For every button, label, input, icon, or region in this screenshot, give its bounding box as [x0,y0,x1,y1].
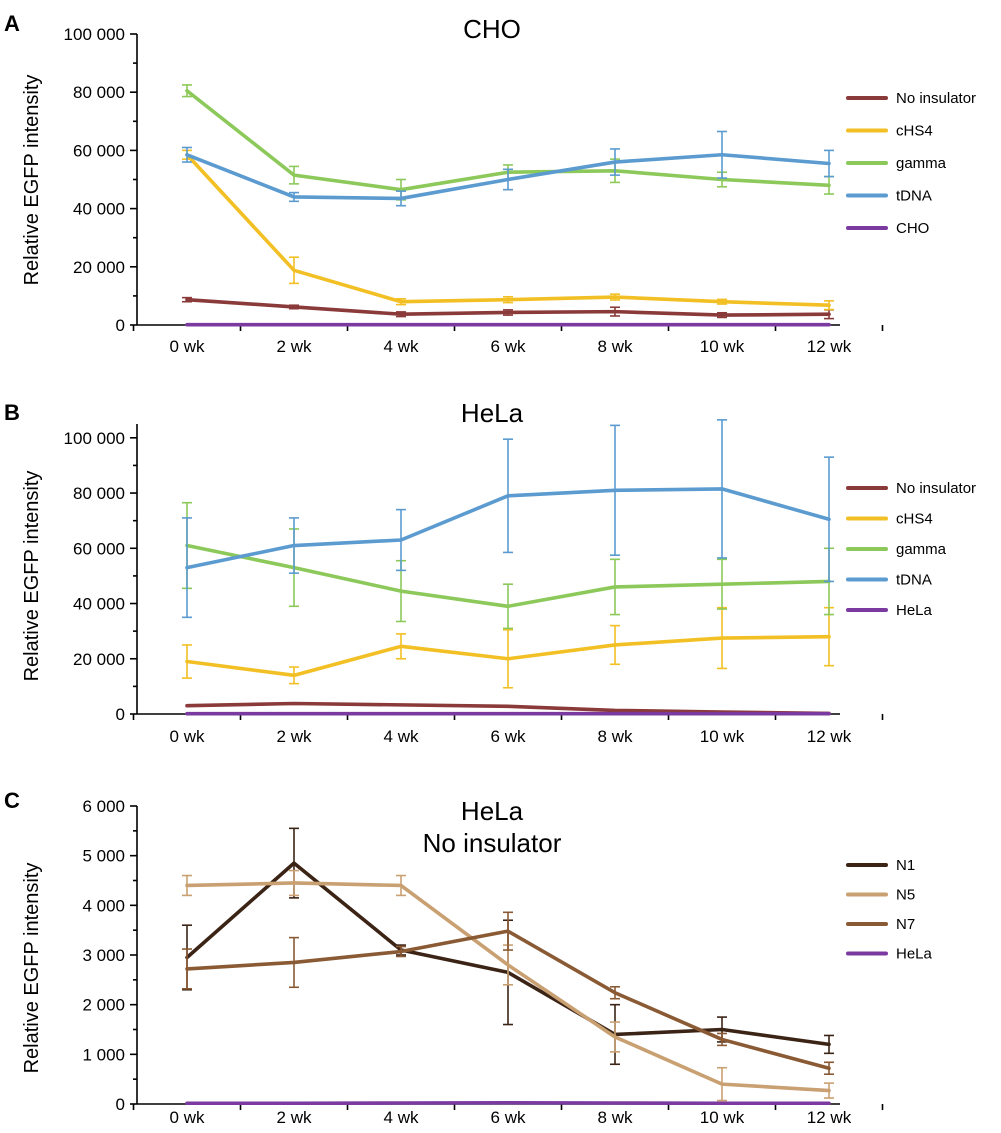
legend-entry: N5 [848,887,915,904]
panel-b-chart: B HeLa Relative EGFP intensity 0 20 000 40… [4,398,976,746]
legend-label: N1 [896,857,915,874]
panel-c-chart: C HeLa No insulator Relative EGFP intens… [4,788,933,1127]
y-tick-label: 4 000 [82,896,125,915]
legend-entry: N1 [848,857,915,874]
y-tick-label: 40 000 [73,595,125,614]
y-tick-label: 80 000 [73,83,125,102]
legend-label: N7 [896,916,915,933]
x-tick-label: 2 wk [277,1108,312,1127]
legend-entry: No insulator [848,480,976,497]
y-tick-label: 1 000 [82,1045,125,1064]
series-tdna [182,131,834,205]
y-tick-label: 20 000 [73,650,125,669]
panel-b-letter: B [4,400,20,425]
legend-entry: gamma [848,541,947,558]
y-tick-label: 0 [116,705,125,724]
legend-entry: cHS4 [848,123,933,140]
x-tick-label: 10 wk [700,337,745,356]
y-tick-label: 2 000 [82,996,125,1015]
panel-a-chart: A CHO Relative EGFP intensity 0 20 000 40 … [4,11,976,356]
panel-b-y-axis-label: Relative EGFP intensity [21,471,43,682]
legend-entry: N7 [848,916,915,933]
x-tick-label: 12 wk [807,337,852,356]
x-tick-label: 0 wk [170,337,205,356]
x-tick-label: 4 wk [384,727,419,746]
legend-entry: tDNA [848,188,932,205]
y-tick-label: 6 000 [82,797,125,816]
legend-label: cHS4 [896,123,933,140]
x-tick-label: 4 wk [384,1108,419,1127]
panel-c-subtitle: No insulator [423,828,562,858]
panel-a-y-axis-label: Relative EGFP intensity [21,75,43,286]
panel-c-title: HeLa [461,796,524,826]
series-n5 [182,871,834,1101]
legend-label: No insulator [896,480,976,497]
y-tick-label: 60 000 [73,141,125,160]
panel-c-y-axis-label: Relative EGFP intensity [21,863,43,1074]
x-tick-label: 8 wk [598,727,633,746]
y-tick-label: 100 000 [64,429,125,448]
y-tick-label: 80 000 [73,484,125,503]
x-tick-label: 12 wk [807,1108,852,1127]
y-tick-label: 0 [116,1095,125,1114]
x-tick-label: 6 wk [491,1108,526,1127]
legend-label: gamma [896,155,947,172]
legend-entry: cHS4 [848,511,933,528]
x-tick-label: 0 wk [170,1108,205,1127]
x-tick-label: 4 wk [384,337,419,356]
y-tick-label: 100 000 [64,25,125,44]
x-tick-label: 2 wk [277,727,312,746]
y-tick-label: 60 000 [73,539,125,558]
legend-entry: HeLa [848,946,933,963]
x-tick-label: 10 wk [700,1108,745,1127]
y-tick-label: 3 000 [82,946,125,965]
legend-entry: HeLa [848,602,933,619]
x-tick-label: 10 wk [700,727,745,746]
legend-entry: tDNA [848,572,932,589]
x-tick-label: 6 wk [491,727,526,746]
legend-label: gamma [896,541,947,558]
panel-a-letter: A [4,11,20,36]
legend-label: CHO [896,220,929,237]
legend-label: tDNA [896,572,932,589]
legend-label: cHS4 [896,511,933,528]
x-tick-label: 6 wk [491,337,526,356]
x-tick-label: 8 wk [598,1108,633,1127]
legend-label: HeLa [896,602,933,619]
legend-label: No insulator [896,90,976,107]
y-tick-label: 20 000 [73,258,125,277]
x-tick-label: 2 wk [277,337,312,356]
panel-c-letter: C [4,788,20,813]
legend-label: HeLa [896,946,933,963]
y-tick-label: 0 [116,316,125,335]
x-tick-label: 12 wk [807,727,852,746]
x-tick-label: 8 wk [598,337,633,356]
legend-label: N5 [896,887,915,904]
x-tick-label: 0 wk [170,727,205,746]
legend-label: tDNA [896,188,932,205]
legend-entry: No insulator [848,90,976,107]
y-tick-label: 40 000 [73,200,125,219]
y-tick-label: 5 000 [82,847,125,866]
panel-a-title: CHO [463,14,521,44]
legend-entry: gamma [848,155,947,172]
panel-b-title: HeLa [461,398,524,428]
legend-entry: CHO [848,220,929,237]
